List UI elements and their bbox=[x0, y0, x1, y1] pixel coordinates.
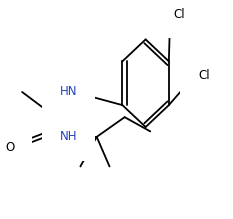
Text: HN: HN bbox=[60, 85, 78, 99]
Text: Cl: Cl bbox=[198, 69, 210, 82]
Text: NH: NH bbox=[60, 130, 78, 143]
Text: Cl: Cl bbox=[174, 8, 185, 21]
Text: O: O bbox=[5, 141, 14, 154]
